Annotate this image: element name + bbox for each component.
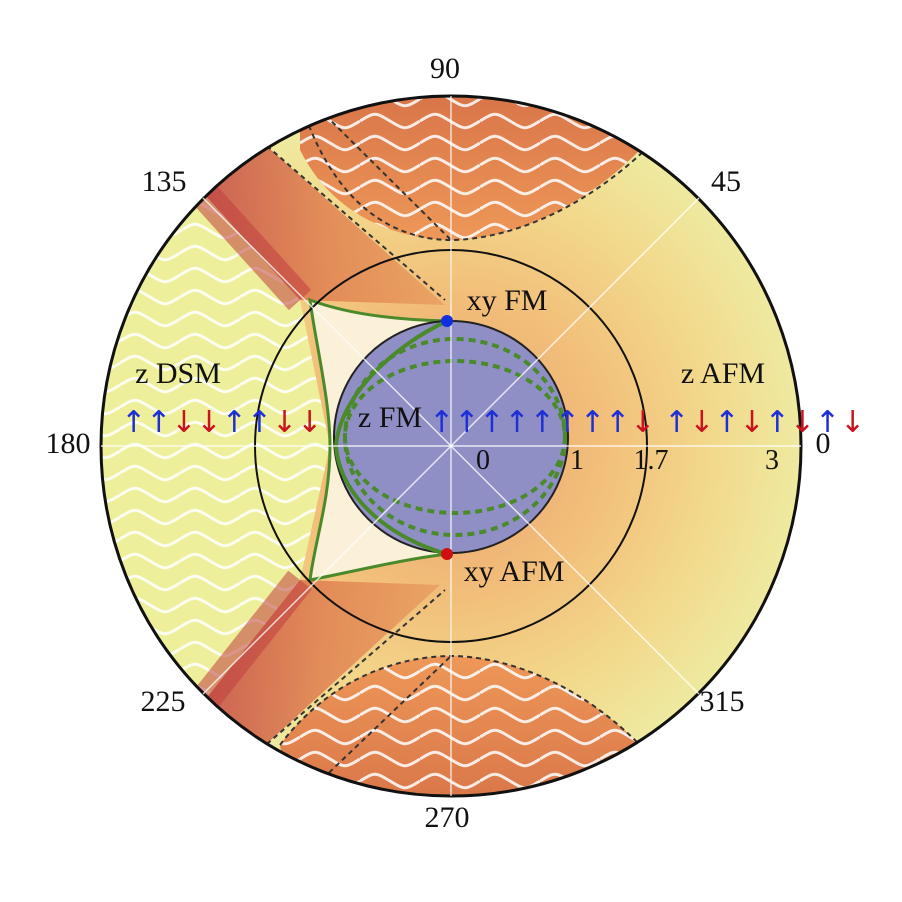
z-fm-label: z FM — [358, 401, 422, 434]
radial-label-1: 1 — [570, 445, 584, 476]
lower-dark-band — [205, 580, 440, 750]
angle-label-135: 135 — [142, 165, 187, 198]
radial-label-0: 0 — [476, 445, 490, 476]
xy-afm-label: xy AFM — [464, 555, 565, 588]
xy-afm-point — [441, 548, 453, 560]
z-dsm-label: z DSM — [135, 357, 221, 390]
angle-label-270: 270 — [425, 801, 470, 834]
z-afm-spin-down-5: ↓ — [790, 405, 815, 440]
z-dsm-spin-up-5: ↑ — [247, 405, 272, 440]
z-fm-spin-up-4: ↑ — [530, 405, 555, 440]
z-fm-spin-up-6: ↑ — [580, 405, 605, 440]
top-cap-boundary — [299, 99, 646, 242]
angle-label-90: 90 — [430, 52, 460, 85]
z-dsm-spin-down-6: ↓ — [272, 405, 297, 440]
z-fm-spin-up-3: ↑ — [504, 405, 529, 440]
z-fm-spin-up-2: ↑ — [479, 405, 504, 440]
z-afm-spins: ↑↓↑↓↑↓↑↓ — [664, 405, 865, 440]
z-afm-spin-down-1: ↓ — [689, 405, 714, 440]
xy-fm-point — [441, 315, 453, 327]
z-afm-label: z AFM — [681, 357, 765, 390]
z-fm-spin-up-5: ↑ — [555, 405, 580, 440]
lower-band-edge — [193, 570, 312, 710]
polar-grid — [99, 94, 803, 798]
z-dsm-spin-up-4: ↑ — [222, 405, 247, 440]
z-afm-spin-up-4: ↑ — [765, 405, 790, 440]
upper-dark-band — [205, 140, 445, 305]
bottom-cap-waves — [280, 656, 640, 796]
angle-label-315: 315 — [700, 685, 745, 718]
radial-label-3: 3 — [765, 445, 779, 476]
z-afm-spin-up-2: ↑ — [714, 405, 739, 440]
xy-fm-label: xy FM — [467, 284, 548, 317]
top-cap-waves — [300, 96, 640, 240]
angle-label-0: 0 — [816, 427, 831, 460]
angle-label-45: 45 — [711, 165, 741, 198]
inner-dotted-contour-2 — [343, 359, 567, 515]
z-dsm-spin-up-1: ↑ — [146, 405, 171, 440]
z-dsm-spin-down-2: ↓ — [171, 405, 196, 440]
z-fm-spins: ↑↑↑↑↑↑↑↑↓ — [429, 405, 655, 440]
z-afm-spin-down-3: ↓ — [739, 405, 764, 440]
z-afm-spin-up-0: ↑ — [664, 405, 689, 440]
z-fm-spin-up-0: ↑ — [429, 405, 454, 440]
z-dsm-spin-down-3: ↓ — [196, 405, 221, 440]
z-dsm-spin-down-7: ↓ — [297, 405, 322, 440]
z-dsm-spins: ↑↑↓↓↑↑↓↓ — [121, 405, 322, 440]
z-fm-spin-up-7: ↑ — [605, 405, 630, 440]
z-afm-spin-up-6: ↑ — [815, 405, 840, 440]
z-fm-spin-down-8: ↓ — [630, 405, 655, 440]
angle-label-180: 180 — [46, 427, 91, 460]
z-dsm-spin-up-0: ↑ — [121, 405, 146, 440]
z-afm-spin-down-7: ↓ — [840, 405, 865, 440]
z-fm-spin-up-1: ↑ — [454, 405, 479, 440]
angle-label-225: 225 — [141, 685, 186, 718]
radial-label-1-7: 1.7 — [634, 445, 669, 476]
